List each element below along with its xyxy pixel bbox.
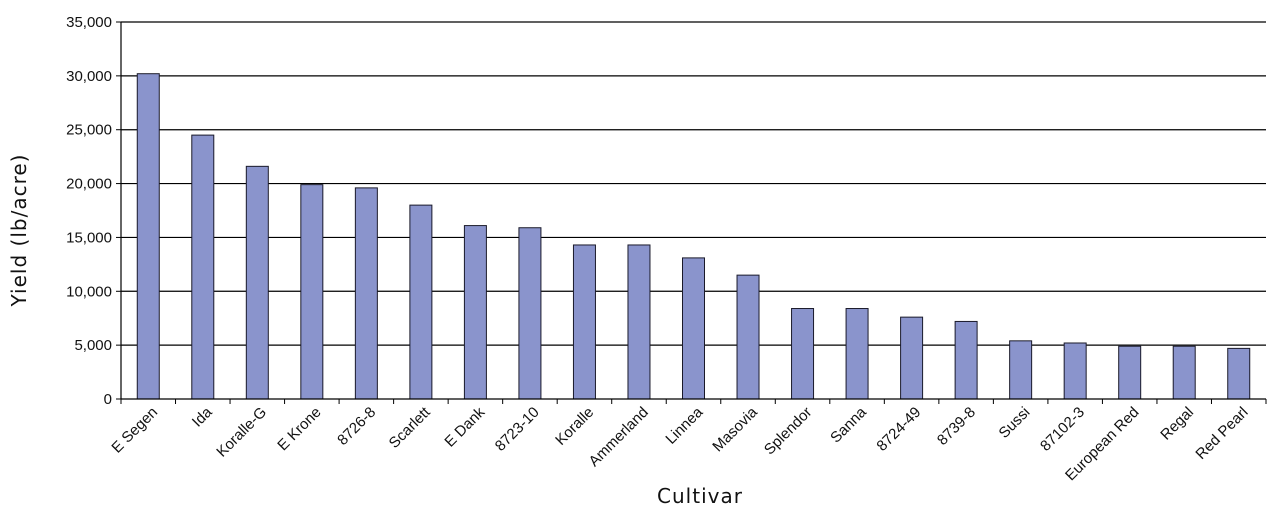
- bar: [954, 320, 978, 400]
- x-tick-label: Masovia: [709, 403, 761, 455]
- bar: [900, 316, 924, 400]
- y-tick-label: 20,000: [66, 176, 112, 193]
- x-tick-label: 8723-10: [492, 404, 543, 455]
- bar: [1118, 345, 1142, 400]
- x-tick-label: Sussi: [996, 404, 1034, 442]
- x-tick-label: 8724-49: [873, 404, 924, 455]
- x-tick-label: 8739-8: [934, 404, 979, 449]
- bar: [1009, 340, 1033, 400]
- bar: [300, 184, 324, 400]
- x-tick-label: Linnea: [662, 403, 706, 447]
- bar: [518, 227, 542, 400]
- y-tick-label: 25,000: [66, 122, 112, 139]
- bar: [245, 165, 269, 400]
- y-tick-label: 5,000: [74, 337, 112, 354]
- bars: [136, 73, 1251, 400]
- x-axis-title: Cultivar: [657, 484, 743, 508]
- y-tick-label: 30,000: [66, 68, 112, 85]
- y-tick-label: 35,000: [66, 14, 112, 31]
- x-tick-label: E Krone: [274, 404, 324, 454]
- bar: [354, 187, 378, 400]
- x-tick-label: Scarlett: [386, 403, 435, 452]
- bar: [572, 244, 596, 400]
- y-tick-labels: 0 5,000 10,000 15,000 20,000 25,000 30,000 35,0…: [66, 14, 112, 408]
- y-tick-label: 15,000: [66, 229, 112, 246]
- bar: [627, 244, 651, 400]
- bar: [791, 308, 815, 400]
- bar: [845, 308, 869, 400]
- y-tick-label: 0: [104, 391, 112, 408]
- x-tick-label: Red Pearl: [1192, 404, 1251, 463]
- bar: [1227, 347, 1251, 400]
- x-tick-label: Sanna: [827, 403, 870, 446]
- x-tick-label: 87102-3: [1037, 404, 1088, 455]
- bar: [409, 204, 433, 400]
- x-tick-label: E Segen: [108, 404, 161, 457]
- x-tick-label: Splendor: [761, 404, 815, 458]
- x-tick-label: 8726-8: [334, 404, 379, 449]
- bar: [1172, 345, 1196, 400]
- bar: [736, 274, 760, 400]
- bar: [191, 134, 215, 400]
- x-tick-label: Ida: [189, 403, 216, 430]
- bar: [136, 73, 160, 400]
- bar: [1063, 342, 1087, 400]
- x-tick-label: Ammerland: [586, 404, 652, 470]
- y-axis-title: Yield (lb/acre): [7, 154, 31, 308]
- x-tick-label: Koralle-G: [213, 404, 270, 461]
- x-tick-label: Regal: [1157, 404, 1197, 444]
- x-tick-label: Koralle: [552, 404, 597, 449]
- y-tick-label: 10,000: [66, 283, 112, 300]
- x-tick-label: E Dank: [441, 403, 488, 450]
- bar: [463, 225, 487, 400]
- axes: [116, 21, 1267, 404]
- bar: [682, 257, 705, 400]
